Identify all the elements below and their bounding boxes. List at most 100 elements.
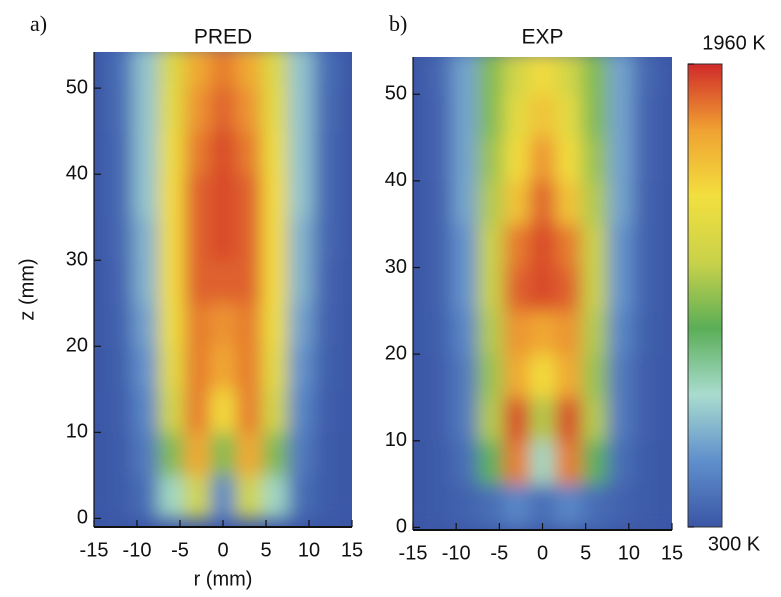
heatmap-cell: [503, 224, 531, 269]
heatmap-cell: [477, 484, 505, 528]
heatmap-cell: [339, 346, 352, 390]
heatmap-cell: [555, 137, 582, 182]
colorbar-label: 1960 K: [702, 32, 766, 54]
heatmap-cell: [339, 131, 352, 175]
heatmap-cell: [94, 88, 108, 132]
heatmap-cell: [633, 440, 660, 485]
heatmap-cell: [184, 432, 211, 476]
heatmap-cell: [633, 137, 660, 182]
heatmap-cell: [94, 432, 108, 476]
heatmap-cell: [287, 346, 314, 390]
heatmap-cell: [451, 180, 479, 225]
heatmap-cell: [659, 397, 672, 442]
heatmap-cell: [184, 52, 211, 89]
heatmap-cell: [555, 484, 582, 528]
heatmap-cell: [633, 397, 660, 442]
heatmap-cell: [313, 303, 340, 347]
heatmap-cell: [607, 354, 634, 398]
heatmap-cell: [451, 267, 479, 312]
y-tick-label: 0: [77, 507, 88, 529]
heatmap-cell: [210, 131, 237, 175]
heatmap-cell: [261, 88, 288, 132]
y-tick-label: 20: [66, 335, 88, 357]
panel-label: b): [389, 11, 407, 36]
heatmap-cell: [106, 389, 134, 433]
heatmap-cell: [184, 174, 211, 218]
y-tick-label: 10: [66, 421, 88, 443]
heatmap-cell: [477, 224, 505, 269]
heatmap-cell: [659, 180, 672, 225]
heatmap-cell: [503, 484, 531, 528]
heatmap-cell: [581, 310, 608, 355]
x-tick-label: 15: [661, 542, 683, 564]
heatmap-cell: [339, 389, 352, 433]
heatmap-cell: [287, 303, 314, 347]
heatmap-cell: [132, 174, 159, 218]
heatmap-cell: [425, 224, 453, 269]
y-tick-label: 40: [385, 169, 407, 191]
heatmap-cell: [413, 224, 427, 269]
heatmap-cell: [287, 432, 314, 476]
heatmap-cell: [261, 432, 288, 476]
heatmap-cell: [261, 346, 288, 390]
heatmap-cell: [158, 52, 185, 89]
heatmap-cell: [339, 88, 352, 132]
heatmap-cell: [555, 224, 582, 269]
heatmap-cell: [529, 354, 556, 398]
y-tick-label: 50: [66, 76, 88, 98]
heatmap-cell: [633, 180, 660, 225]
heatmap-cell: [659, 310, 672, 355]
heatmap-cell: [555, 57, 582, 95]
heatmap-cell: [659, 57, 672, 95]
heatmap-cell: [313, 217, 340, 261]
heatmap-cell: [313, 260, 340, 304]
heatmap-cell: [132, 389, 159, 433]
heatmap-cell: [607, 224, 634, 269]
heatmap-cell: [451, 94, 479, 139]
heatmap-cell: [425, 94, 453, 139]
heatmap-cell: [158, 432, 185, 476]
heatmap-cell: [235, 131, 263, 175]
heatmap-cell: [106, 52, 134, 89]
heatmap-cell: [132, 88, 159, 132]
heatmap-cell: [94, 346, 108, 390]
heatmap-cell: [106, 217, 134, 261]
heatmap-cell: [94, 475, 108, 519]
x-tick-label: 5: [580, 542, 591, 564]
heatmap-cell: [235, 475, 263, 519]
heatmap-cell: [210, 88, 237, 132]
heatmap-cell: [106, 303, 134, 347]
heatmap-cell: [529, 224, 556, 269]
x-tick-label: 10: [618, 542, 640, 564]
heatmap-cell: [313, 88, 340, 132]
heatmap-cell: [555, 180, 582, 225]
x-tick-label: 10: [298, 539, 320, 561]
heatmap-cell: [555, 267, 582, 312]
heatmap-cell: [235, 260, 263, 304]
heatmap-cell: [287, 174, 314, 218]
heatmap-cell: [94, 303, 108, 347]
heatmap-cell: [633, 57, 660, 95]
x-tick-label: -10: [442, 542, 471, 564]
heatmap-cell: [210, 52, 237, 89]
heatmap-cells: [94, 52, 352, 519]
heatmap-cell: [413, 484, 427, 528]
heatmap-cell: [158, 475, 185, 519]
heatmap-cell: [503, 57, 531, 95]
heatmap-cell: [529, 94, 556, 139]
colorbar: [687, 63, 723, 528]
heatmap-cell: [659, 354, 672, 398]
heatmap-cell: [477, 267, 505, 312]
heatmap-cell: [210, 475, 237, 519]
heatmap-cell: [503, 267, 531, 312]
heatmap-cell: [503, 354, 531, 398]
heatmap-cell: [313, 52, 340, 89]
heatmap-cell: [633, 310, 660, 355]
heatmap-cell: [659, 224, 672, 269]
heatmap-cell: [106, 131, 134, 175]
x-tick-label: -5: [171, 539, 189, 561]
heatmap-cell: [555, 440, 582, 485]
heatmap-cell: [313, 389, 340, 433]
heatmap-cell: [425, 180, 453, 225]
